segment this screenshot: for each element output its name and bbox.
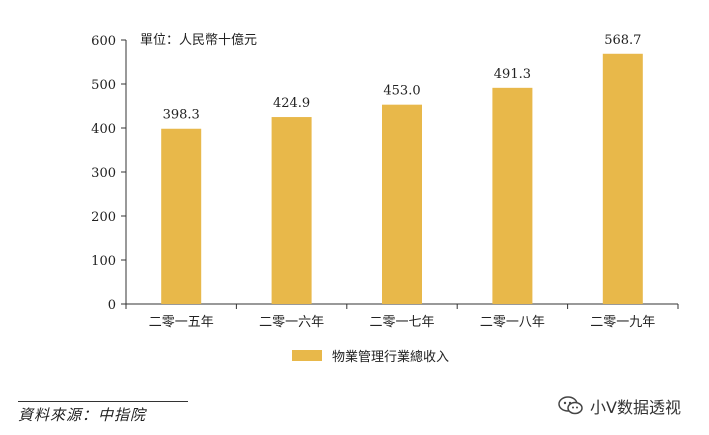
y-tick-label: 100 (91, 254, 116, 269)
x-tick-label: 二零一六年 (259, 315, 324, 330)
data-label: 491.3 (494, 67, 531, 82)
unit-label: 單位：人民幣十億元 (140, 32, 257, 48)
x-tick-label: 二零一九年 (590, 315, 655, 330)
source-divider (18, 401, 188, 402)
legend: 物業管理行業總收入 (292, 346, 449, 365)
wechat-icon (558, 395, 584, 417)
bars (161, 53, 643, 305)
source-note: 資料來源：中指院 (18, 406, 147, 424)
y-tick-label: 300 (91, 166, 116, 181)
watermark: 小V数据透视 (558, 394, 681, 418)
legend-swatch (292, 350, 322, 361)
legend-label: 物業管理行業總收入 (332, 350, 450, 365)
y-tick-label: 200 (91, 210, 116, 225)
bar (602, 53, 643, 304)
y-axis: 0 100 200 300 400 500 600 (91, 34, 127, 313)
x-axis: 二零一五年 二零一六年 二零一七年 二零一八年 二零一九年 (125, 303, 679, 330)
x-tick-label: 二零一七年 (369, 315, 434, 330)
y-tick-label: 500 (91, 78, 116, 93)
x-tick-label: 二零一五年 (149, 315, 214, 330)
data-label: 568.7 (604, 33, 641, 48)
y-tick-label: 400 (91, 122, 116, 137)
x-tick-label: 二零一八年 (480, 315, 545, 330)
watermark-text: 小V数据透视 (590, 398, 681, 417)
data-labels: 398.3 424.9 453.0 491.3 568.7 (163, 33, 642, 123)
y-tick-label: 600 (91, 34, 116, 49)
data-label: 424.9 (273, 96, 310, 111)
data-label: 398.3 (163, 108, 200, 123)
chart: 0 100 200 300 400 500 600 二零一五年 二零一六年 二零一七年 二零一八年… (91, 32, 679, 330)
data-label: 453.0 (383, 84, 420, 99)
bar (492, 87, 533, 304)
bar (271, 117, 312, 304)
bar (161, 128, 202, 304)
y-tick-label: 0 (108, 298, 116, 313)
bar (382, 104, 422, 305)
